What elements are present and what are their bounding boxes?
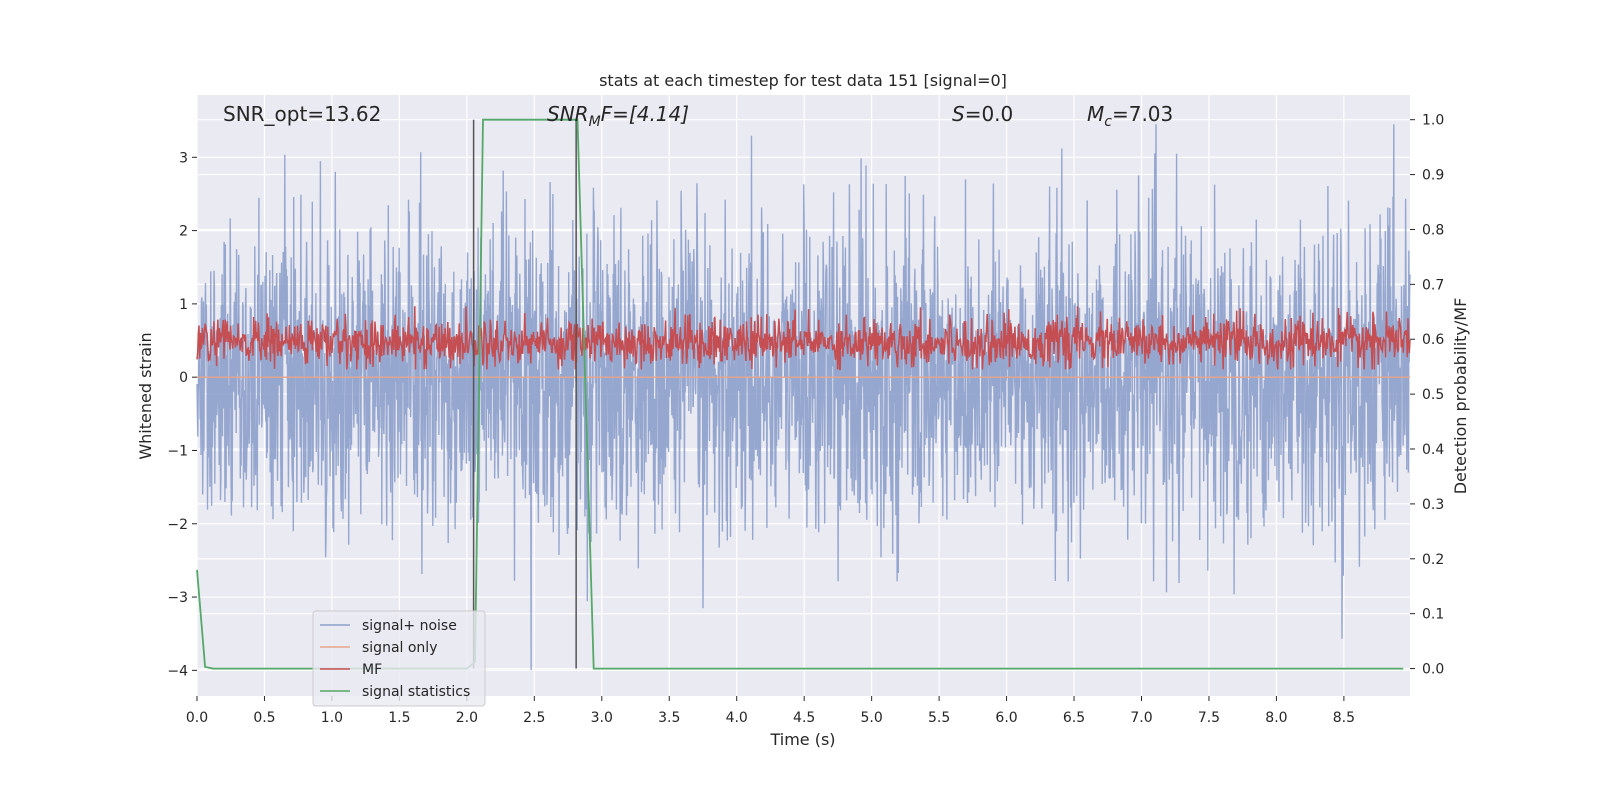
x-tick-label: 5.5 (928, 710, 950, 726)
y-left-tick-label: −2 (167, 517, 188, 533)
mc-symbol: M (1087, 102, 1104, 126)
legend-box (312, 610, 486, 707)
x-tick-label: 3.0 (591, 710, 613, 726)
y-left-axis-label: Whitened strain (136, 332, 155, 459)
y-right-tick-label: 0.5 (1422, 387, 1444, 403)
annotation-s: S=0.0 (952, 102, 1013, 126)
x-tick-label: 8.0 (1265, 710, 1287, 726)
snr-mf-sub: M (589, 114, 601, 130)
snr-mf-rest: F=[4.14] (601, 102, 689, 126)
y-right-axis-label: Detection probability/MF (1451, 298, 1470, 495)
legend-label-signal-noise: signal+ noise (362, 618, 457, 634)
x-tick-label: 7.5 (1198, 710, 1220, 726)
x-tick-label: 2.5 (523, 710, 545, 726)
y-left-tick-label: −4 (167, 663, 188, 679)
x-tick-label: 6.0 (995, 710, 1017, 726)
annotation-snr-opt: SNR_opt=13.62 (223, 102, 381, 126)
snr-mf-prefix: SNR (547, 102, 589, 126)
series-signal-noise (196, 124, 1411, 671)
x-tick-label: 3.5 (658, 710, 680, 726)
series-mf (196, 306, 1411, 371)
y-left-tick-label: 1 (179, 297, 188, 313)
y-right-tick-label: 0.1 (1422, 607, 1444, 623)
y-right-tick-label: 0.2 (1422, 552, 1444, 568)
y-right-tick-label: 0.3 (1422, 497, 1444, 513)
y-right-tick-label: 0.4 (1422, 442, 1444, 458)
y-right-tick-label: 0.0 (1422, 662, 1444, 678)
y-left-tick-label: 0 (179, 370, 188, 386)
x-tick-label: 0.5 (253, 710, 275, 726)
x-tick-label: 7.0 (1130, 710, 1152, 726)
mc-sub: c (1104, 114, 1112, 130)
legend: signal+ noise signal only MF signal stat… (312, 610, 486, 707)
x-axis-label: Time (s) (769, 730, 835, 749)
y-right-tick-label: 0.8 (1422, 222, 1444, 238)
legend-label-signal-only: signal only (362, 640, 437, 656)
s-value: =0.0 (965, 102, 1014, 126)
annotation-mc: Mc=7.03 (1087, 102, 1173, 130)
x-tick-label: 0.0 (186, 710, 208, 726)
s-symbol: S (952, 102, 965, 126)
x-axis-ticks: 0.0 0.5 1.0 1.5 2.0 2.5 3.0 3.5 4.0 4.5 5.0 5.5 6.0 6… (186, 696, 1355, 726)
x-tick-label: 4.5 (793, 710, 815, 726)
y-left-tick-label: 2 (179, 224, 188, 240)
x-tick-label: 8.5 (1333, 710, 1355, 726)
y-left-tick-label: 3 (179, 150, 188, 166)
x-tick-label: 2.0 (456, 710, 478, 726)
chart-title: stats at each timestep for test data 151… (599, 71, 1007, 90)
y-right-tick-label: 0.6 (1422, 332, 1444, 348)
x-tick-label: 5.0 (861, 710, 883, 726)
x-tick-label: 6.5 (1063, 710, 1085, 726)
legend-label-signal-statistics: signal statistics (362, 684, 470, 700)
y-right-tick-label: 1.0 (1422, 113, 1444, 129)
y-right-axis-ticks: 1.0 0.9 0.8 0.7 0.6 0.5 0.4 0.3 0.2 0.1 0.0 (1410, 113, 1444, 678)
x-tick-label: 1.0 (321, 710, 343, 726)
x-tick-label: 1.5 (388, 710, 410, 726)
y-right-tick-label: 0.7 (1422, 277, 1444, 293)
annotation-snr-mf: SNRMF=[4.14] (547, 102, 689, 130)
y-left-tick-label: −1 (167, 443, 188, 459)
y-left-tick-label: −3 (167, 590, 188, 606)
y-right-tick-label: 0.9 (1422, 168, 1444, 184)
signal-noise-line (196, 124, 1411, 671)
x-tick-label: 4.0 (726, 710, 748, 726)
y-left-axis-ticks: 3 2 1 0 −1 −2 −3 −4 (167, 150, 197, 679)
mc-value: =7.03 (1112, 102, 1173, 126)
legend-label-mf: MF (362, 662, 382, 678)
vertical-markers (472, 119, 577, 669)
mf-line (196, 306, 1411, 371)
